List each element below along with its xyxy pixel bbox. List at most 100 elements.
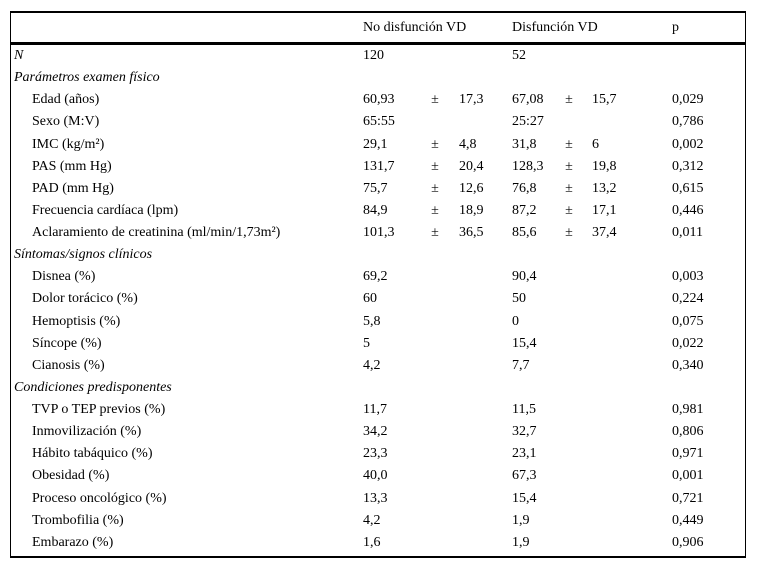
mean-value-group2: 15,4	[512, 490, 537, 506]
p-value: 0,340	[672, 357, 704, 373]
mean-value-group1: 11,7	[363, 402, 387, 418]
section-label: Síntomas/signos clínicos	[14, 247, 153, 263]
table-row: Embarazo (%) 1,6 1,9 0,906	[11, 532, 745, 554]
mean-value-group1: 4,2	[363, 357, 381, 373]
p-value: 0,224	[672, 291, 704, 307]
row-label: PAD (mm Hg)	[32, 180, 114, 196]
p-value: 0,312	[672, 158, 704, 174]
section-label: Parámetros examen físico	[14, 70, 160, 86]
sd-value-group1: 36,5	[459, 225, 484, 241]
p-value: 0,446	[672, 202, 704, 218]
comparison-table: No disfunción VD Disfunción VD p N 120 52 P…	[10, 11, 746, 558]
row-label: Embarazo (%)	[32, 534, 114, 550]
plus-minus-group2: ±	[565, 202, 573, 218]
mean-value-group1: 69,2	[363, 269, 388, 285]
mean-value-group2: 15,4	[512, 335, 537, 351]
sd-value-group2: 17,1	[592, 202, 617, 218]
row-label: Síncope (%)	[32, 335, 102, 351]
section-label: Condiciones predisponentes	[14, 379, 172, 395]
row-label: Hábito tabáquico (%)	[32, 446, 153, 462]
p-value: 0,075	[672, 313, 704, 329]
row-label: TVP o TEP previos (%)	[32, 402, 166, 418]
p-value: 0,786	[672, 114, 704, 130]
table-row: Síncope (%) 5 15,4 0,022	[11, 333, 745, 355]
table-row: Dolor torácico (%) 60 50 0,224	[11, 288, 745, 310]
row-label: N	[14, 48, 24, 64]
mean-value-group2: 67,08	[512, 92, 544, 108]
sd-value-group1: 4,8	[459, 136, 477, 152]
section-row: Parámetros examen físico	[11, 67, 745, 89]
table-row: Disnea (%) 69,2 90,4 0,003	[11, 266, 745, 288]
table-row: N 120 52	[11, 45, 745, 67]
table-row: Frecuencia cardíaca (lpm) 84,9 ±18,9 87,2 ±1…	[11, 200, 745, 222]
p-value: 0,721	[672, 490, 704, 506]
mean-value-group1: 84,9	[363, 202, 388, 218]
row-label: Inmovilización (%)	[32, 424, 142, 440]
row-label: Edad (años)	[32, 92, 100, 108]
table-row: Hemoptisis (%) 5,8 0 0,075	[11, 311, 745, 333]
row-label: IMC (kg/m²)	[32, 136, 105, 152]
table-row: Sexo (M:V) 65:55 25:27 0,786	[11, 111, 745, 133]
table-row: Trombofilia (%) 4,2 1,9 0,449	[11, 510, 745, 532]
mean-value-group2: 31,8	[512, 136, 537, 152]
sd-value-group2: 15,7	[592, 92, 617, 108]
section-row: Síntomas/signos clínicos	[11, 244, 745, 266]
table-row: IMC (kg/m²) 29,1 ±4,8 31,8 ±6 0,002	[11, 134, 745, 156]
mean-value-group2: 23,1	[512, 446, 537, 462]
table-row: Edad (años) 60,93 ±17,3 67,08 ±15,7 0,029	[11, 89, 745, 111]
p-value: 0,906	[672, 534, 704, 550]
mean-value-group1: 75,7	[363, 180, 388, 196]
plus-minus-group1: ±	[431, 158, 439, 174]
row-label: Disnea (%)	[32, 269, 96, 285]
p-value: 0,022	[672, 335, 704, 351]
p-value: 0,806	[672, 424, 704, 440]
plus-minus-group2: ±	[565, 225, 573, 241]
row-label: Cianosis (%)	[32, 357, 105, 373]
plus-minus-group2: ±	[565, 136, 573, 152]
section-row: Condiciones predisponentes	[11, 377, 745, 399]
mean-value-group2: 50	[512, 291, 526, 307]
row-label: Proceso oncológico (%)	[32, 490, 167, 506]
mean-value-group1: 60,93	[363, 92, 395, 108]
mean-value-group1: 5	[363, 335, 370, 351]
p-value: 0,449	[672, 512, 704, 528]
mean-value-group2: 90,4	[512, 269, 537, 285]
mean-value-group2: 1,9	[512, 512, 530, 528]
mean-value-group1: 4,2	[363, 512, 381, 528]
mean-value-group1: 23,3	[363, 446, 388, 462]
p-value: 0,011	[672, 225, 703, 241]
p-value: 0,001	[672, 468, 704, 484]
mean-value-group2: 52	[512, 48, 526, 64]
header-col-no-disfuncion-vd: No disfunción VD	[363, 19, 467, 35]
mean-value-group2: 1,9	[512, 534, 530, 550]
row-label: Dolor torácico (%)	[32, 291, 138, 307]
mean-value-group1: 5,8	[363, 313, 381, 329]
sd-value-group1: 18,9	[459, 202, 484, 218]
sd-value-group2: 19,8	[592, 158, 617, 174]
mean-value-group1: 65:55	[363, 114, 395, 130]
row-label: Aclaramiento de creatinina (ml/min/1,73m…	[32, 225, 281, 241]
plus-minus-group1: ±	[431, 136, 439, 152]
table-row: Proceso oncológico (%) 13,3 15,4 0,721	[11, 488, 745, 510]
plus-minus-group1: ±	[431, 202, 439, 218]
row-label: PAS (mm Hg)	[32, 158, 112, 174]
sd-value-group2: 13,2	[592, 180, 617, 196]
p-value: 0,971	[672, 446, 704, 462]
plus-minus-group2: ±	[565, 158, 573, 174]
mean-value-group2: 128,3	[512, 158, 544, 174]
mean-value-group1: 120	[363, 48, 384, 64]
mean-value-group2: 7,7	[512, 357, 530, 373]
table-row: Hábito tabáquico (%) 23,3 23,1 0,971	[11, 443, 745, 465]
mean-value-group2: 25:27	[512, 114, 544, 130]
p-value: 0,002	[672, 136, 704, 152]
table-rows: N 120 52 Parámetros examen físico Edad (años…	[11, 45, 745, 554]
row-label: Hemoptisis (%)	[32, 313, 121, 329]
plus-minus-group1: ±	[431, 180, 439, 196]
mean-value-group2: 76,8	[512, 180, 537, 196]
mean-value-group2: 0	[512, 313, 519, 329]
sd-value-group2: 6	[592, 136, 599, 152]
mean-value-group1: 1,6	[363, 534, 381, 550]
plus-minus-group1: ±	[431, 225, 439, 241]
row-label: Sexo (M:V)	[32, 114, 100, 130]
sd-value-group1: 17,3	[459, 92, 484, 108]
